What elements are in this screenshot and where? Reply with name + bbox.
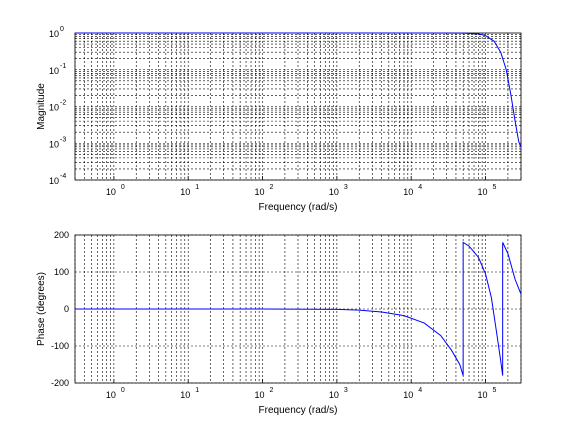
plot1-y-tick-label: 10 xyxy=(49,176,59,186)
plot2-x-tick-exponent: 3 xyxy=(344,387,348,394)
plot1-x-tick-label: 10 xyxy=(180,187,190,197)
plot2-x-tick-label: 10 xyxy=(478,390,488,400)
plot2-y-axis-label: Phase (degrees) xyxy=(36,272,47,346)
plot1-y-tick-label: 10 xyxy=(49,139,59,149)
plot1-series-line xyxy=(75,32,522,148)
plot2-y-tick-label: 100 xyxy=(54,267,69,277)
plot2-x-tick-exponent: 1 xyxy=(195,387,199,394)
plot1-x-tick-exponent: 5 xyxy=(493,184,497,191)
plot2-x-tick-exponent: 0 xyxy=(121,387,125,394)
plot1-y-axis-label: Magnitude xyxy=(36,83,47,130)
plot1-x-tick-exponent: 3 xyxy=(344,184,348,191)
plot2-x-tick-label: 10 xyxy=(329,390,339,400)
plot1-x-tick-exponent: 4 xyxy=(418,184,422,191)
plot2-y-tick-label: -100 xyxy=(51,341,69,351)
plot2-x-tick-label: 10 xyxy=(180,390,190,400)
plot2-x-tick-label: 10 xyxy=(403,390,413,400)
plot1-y-tick-exponent: -4 xyxy=(60,173,66,180)
plot1-x-tick-label: 10 xyxy=(403,187,413,197)
plot1-y-tick-label: 10 xyxy=(49,103,59,113)
plot1-x-tick-label: 10 xyxy=(255,187,265,197)
plot2-y-tick-label: -200 xyxy=(51,378,69,388)
plot1-x-tick-exponent: 1 xyxy=(195,184,199,191)
plot1-y-tick-exponent: 0 xyxy=(60,26,64,33)
plot1-x-axis-label: Frequency (rad/s) xyxy=(259,202,338,213)
plot1-x-tick-label: 10 xyxy=(329,187,339,197)
plot1-x-tick-label: 10 xyxy=(478,187,488,197)
plot1-x-tick-exponent: 0 xyxy=(121,184,125,191)
plot2-x-tick-exponent: 4 xyxy=(418,387,422,394)
plot2-x-tick-label: 10 xyxy=(106,390,116,400)
plot1-y-tick-label: 10 xyxy=(49,66,59,76)
plot2-x-tick-exponent: 5 xyxy=(493,387,497,394)
plot1-x-tick-label: 10 xyxy=(106,187,116,197)
plot2-y-tick-label: 200 xyxy=(54,230,69,240)
plot1-y-tick-exponent: -3 xyxy=(60,136,66,143)
plot2-x-tick-exponent: 2 xyxy=(270,387,274,394)
plot1-y-tick-label: 10 xyxy=(49,29,59,39)
plot2-y-tick-label: 0 xyxy=(64,304,69,314)
plot2-series-line xyxy=(75,241,522,376)
plot1-y-tick-exponent: -1 xyxy=(60,63,66,70)
plot1-y-tick-exponent: -2 xyxy=(60,100,66,107)
plot1-x-tick-exponent: 2 xyxy=(270,184,274,191)
plot2-x-axis-label: Frequency (rad/s) xyxy=(259,405,338,416)
plot2-x-tick-label: 10 xyxy=(255,390,265,400)
